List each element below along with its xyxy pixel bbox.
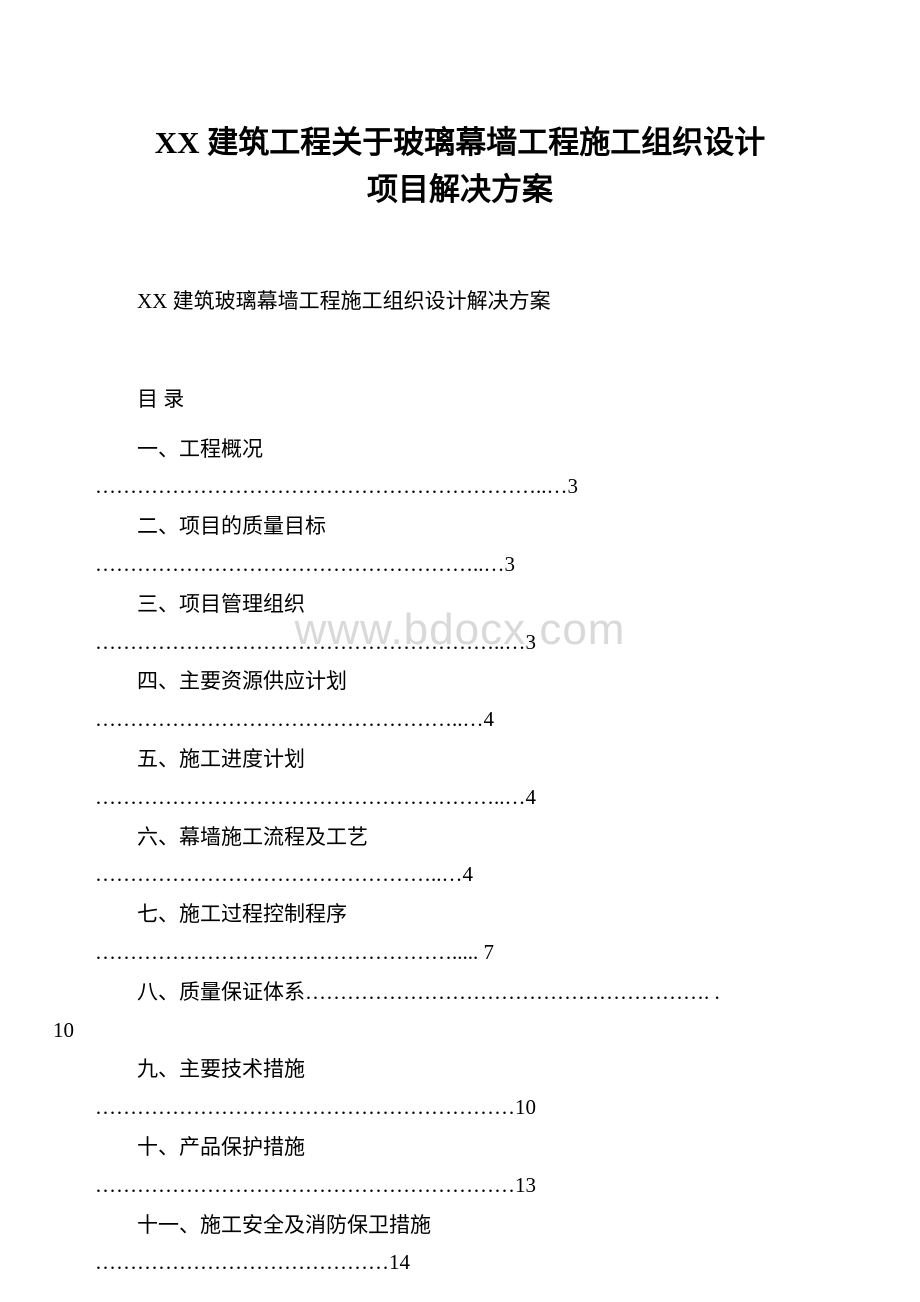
- toc-item: 八、质量保证体系…………………………………………………. .10: [95, 974, 825, 1050]
- toc-item-label: 三、项目管理组织: [95, 586, 825, 624]
- toc-item: 五、施工进度计划…………………………………………………..…4: [95, 741, 825, 817]
- toc-item-pagenum: 10: [53, 1012, 825, 1050]
- title-line-1: XX 建筑工程关于玻璃幕墙工程施工组织设计: [95, 120, 825, 167]
- toc-item: 十一、施工安全及消防保卫措施……………………………………14: [95, 1207, 825, 1283]
- toc-item-label: 十一、施工安全及消防保卫措施: [95, 1207, 825, 1245]
- toc-item-dots: ………………………………………………………..…3: [95, 468, 825, 506]
- title-line-2: 项目解决方案: [95, 167, 825, 214]
- toc-item-dots: …………………………………………………..…4: [95, 779, 825, 817]
- toc-item-dots: ……………………………………………..…4: [95, 701, 825, 739]
- toc-item-dots: ………………………………………………..…3: [95, 546, 825, 584]
- toc-item: 六、幕墙施工流程及工艺…………………………………………..…4: [95, 819, 825, 895]
- toc-item: 十、产品保护措施……………………………………………………13: [95, 1129, 825, 1205]
- toc-container: 一、工程概况………………………………………………………..…3二、项目的质量目标…: [95, 431, 825, 1283]
- document-content: XX 建筑工程关于玻璃幕墙工程施工组织设计 项目解决方案 XX 建筑玻璃幕墙工程…: [95, 120, 825, 1282]
- toc-item-label: 二、项目的质量目标: [95, 508, 825, 546]
- toc-item: 九、主要技术措施……………………………………………………10: [95, 1051, 825, 1127]
- toc-item-label: 四、主要资源供应计划: [95, 663, 825, 701]
- title-block: XX 建筑工程关于玻璃幕墙工程施工组织设计 项目解决方案: [95, 120, 825, 213]
- toc-heading: 目 录: [95, 381, 825, 419]
- toc-item: 七、施工过程控制程序……………………………………………..... 7: [95, 896, 825, 972]
- toc-item-label: 九、主要技术措施: [95, 1051, 825, 1089]
- toc-item-label: 七、施工过程控制程序: [95, 896, 825, 934]
- subtitle-paragraph: XX 建筑玻璃幕墙工程施工组织设计解决方案: [95, 283, 825, 321]
- toc-item: 二、项目的质量目标………………………………………………..…3: [95, 508, 825, 584]
- toc-item: 四、主要资源供应计划……………………………………………..…4: [95, 663, 825, 739]
- toc-item-label: 六、幕墙施工流程及工艺: [95, 819, 825, 857]
- toc-item-dots: …………………………………………………..…3: [95, 624, 825, 662]
- toc-item: 三、项目管理组织…………………………………………………..…3: [95, 586, 825, 662]
- toc-item-dots: …………………………………………..…4: [95, 856, 825, 894]
- toc-item-label: 十、产品保护措施: [95, 1129, 825, 1167]
- toc-item: 一、工程概况………………………………………………………..…3: [95, 431, 825, 507]
- toc-item-dots: ……………………………………………………10: [95, 1089, 825, 1127]
- toc-item-dots: ……………………………………………..... 7: [95, 934, 825, 972]
- toc-item-label: 五、施工进度计划: [95, 741, 825, 779]
- toc-item-dots: ……………………………………14: [95, 1244, 825, 1282]
- toc-item-dots: ……………………………………………………13: [95, 1167, 825, 1205]
- toc-item-label: 八、质量保证体系…………………………………………………. .: [95, 974, 825, 1012]
- toc-item-label: 一、工程概况: [95, 431, 825, 469]
